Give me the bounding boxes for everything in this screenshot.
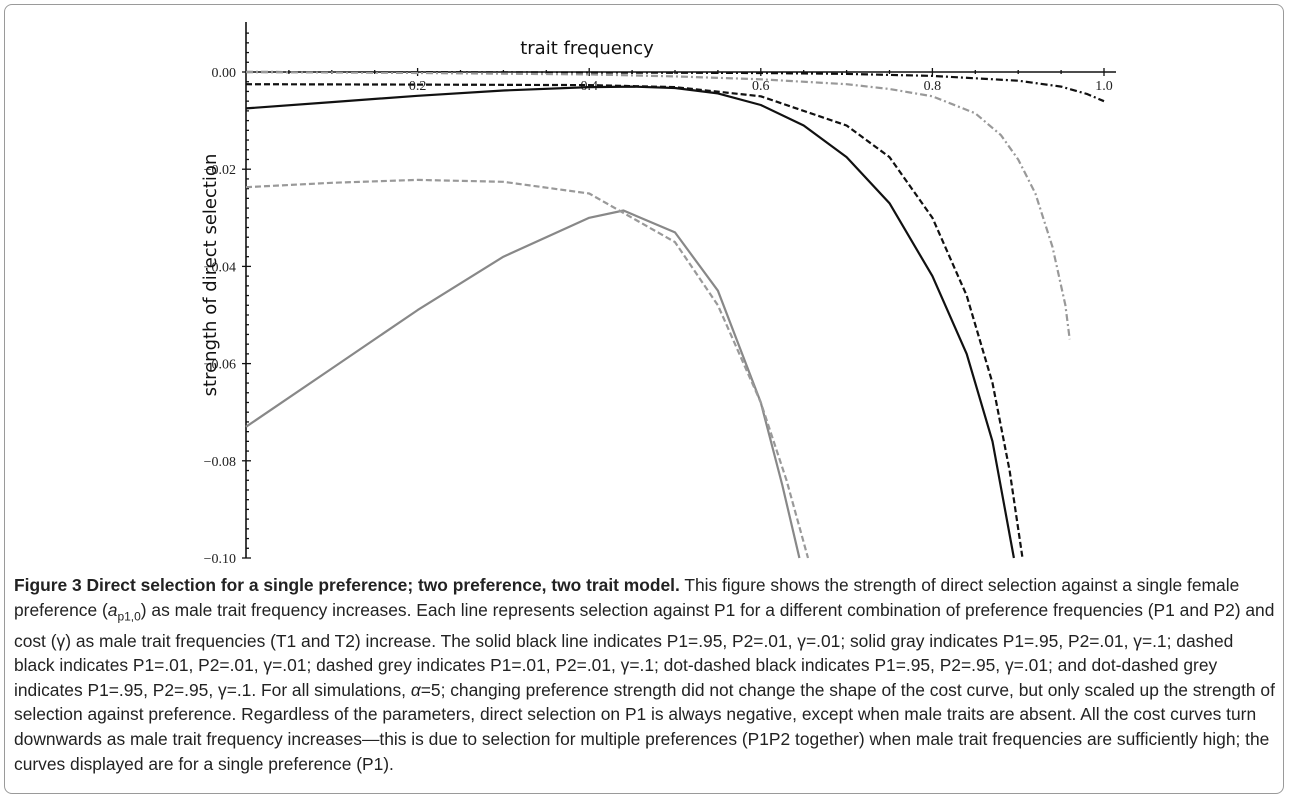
line-chart: 0.2 0.4 0.6 0.8 1.00.00−0.02−0.04−0.06−0.08−…: [0, 0, 1290, 570]
caption-symbol: a: [108, 600, 118, 620]
series-line-1: [246, 87, 1014, 558]
chart-axes: 0.2 0.4 0.6 0.8 1.00.00−0.02−0.04−0.06−0.08−…: [204, 22, 1116, 567]
caption-title: Figure 3 Direct selection for a single p…: [14, 575, 680, 595]
y-tick-label: −0.08: [204, 455, 236, 470]
x-axis-title: trait frequency: [520, 38, 654, 59]
x-tick-label: 0.2: [409, 79, 427, 94]
caption-alpha: α: [411, 680, 421, 700]
y-tick-label: −0.10: [204, 552, 236, 567]
series-line-3: [246, 84, 1023, 558]
x-tick-label: 0.6: [752, 79, 770, 94]
figure-caption: Figure 3 Direct selection for a single p…: [14, 573, 1276, 776]
chart-lines: [246, 72, 1104, 558]
series-line-6: [246, 72, 1070, 339]
series-line-5: [246, 72, 1104, 101]
x-tick-label: 0.8: [924, 79, 942, 94]
caption-subscript: p1,0: [117, 609, 140, 623]
x-tick-label: 1.0: [1095, 79, 1113, 94]
y-axis-title: strength of direct selection: [200, 154, 221, 397]
y-tick-label: 0.00: [212, 66, 237, 81]
series-line-2: [246, 211, 799, 559]
